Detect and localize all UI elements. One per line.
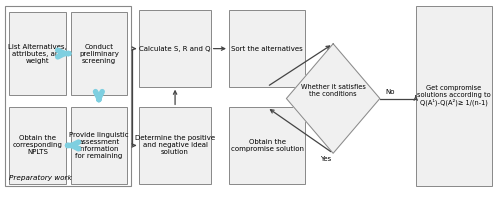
Bar xyxy=(5,6,130,186)
Text: Get compromise
solutions according to
Q(A¹)-Q(A²)≥ 1/(n-1): Get compromise solutions according to Q(… xyxy=(417,85,490,106)
Text: Sort the alternatives: Sort the alternatives xyxy=(231,46,303,52)
Text: Determine the positive
and negative ideal
solution: Determine the positive and negative idea… xyxy=(135,136,215,155)
Text: Calculate S, R and Q: Calculate S, R and Q xyxy=(140,46,211,52)
Bar xyxy=(416,6,492,186)
Bar xyxy=(9,12,66,95)
Text: Provide linguistic
assessment
information
for remaining: Provide linguistic assessment informatio… xyxy=(69,132,128,159)
Text: Yes: Yes xyxy=(320,156,332,162)
Bar xyxy=(9,107,66,184)
Text: Obtain the
corresponding
NPLTS: Obtain the corresponding NPLTS xyxy=(12,136,62,155)
Text: No: No xyxy=(386,89,395,95)
Bar xyxy=(140,10,210,87)
Bar xyxy=(70,12,127,95)
Text: List Alternatives,
attributes, and
weight: List Alternatives, attributes, and weigh… xyxy=(8,44,67,63)
Bar xyxy=(229,107,305,184)
Polygon shape xyxy=(286,44,380,153)
Text: Obtain the
compromise solution: Obtain the compromise solution xyxy=(230,139,304,152)
Bar xyxy=(70,107,127,184)
Text: Preparatory work: Preparatory work xyxy=(9,175,72,181)
Bar xyxy=(229,10,305,87)
Text: Whether it satisfies
the conditions: Whether it satisfies the conditions xyxy=(300,84,366,97)
Text: Conduct
preliminary
screening: Conduct preliminary screening xyxy=(79,44,119,63)
Bar xyxy=(140,107,210,184)
